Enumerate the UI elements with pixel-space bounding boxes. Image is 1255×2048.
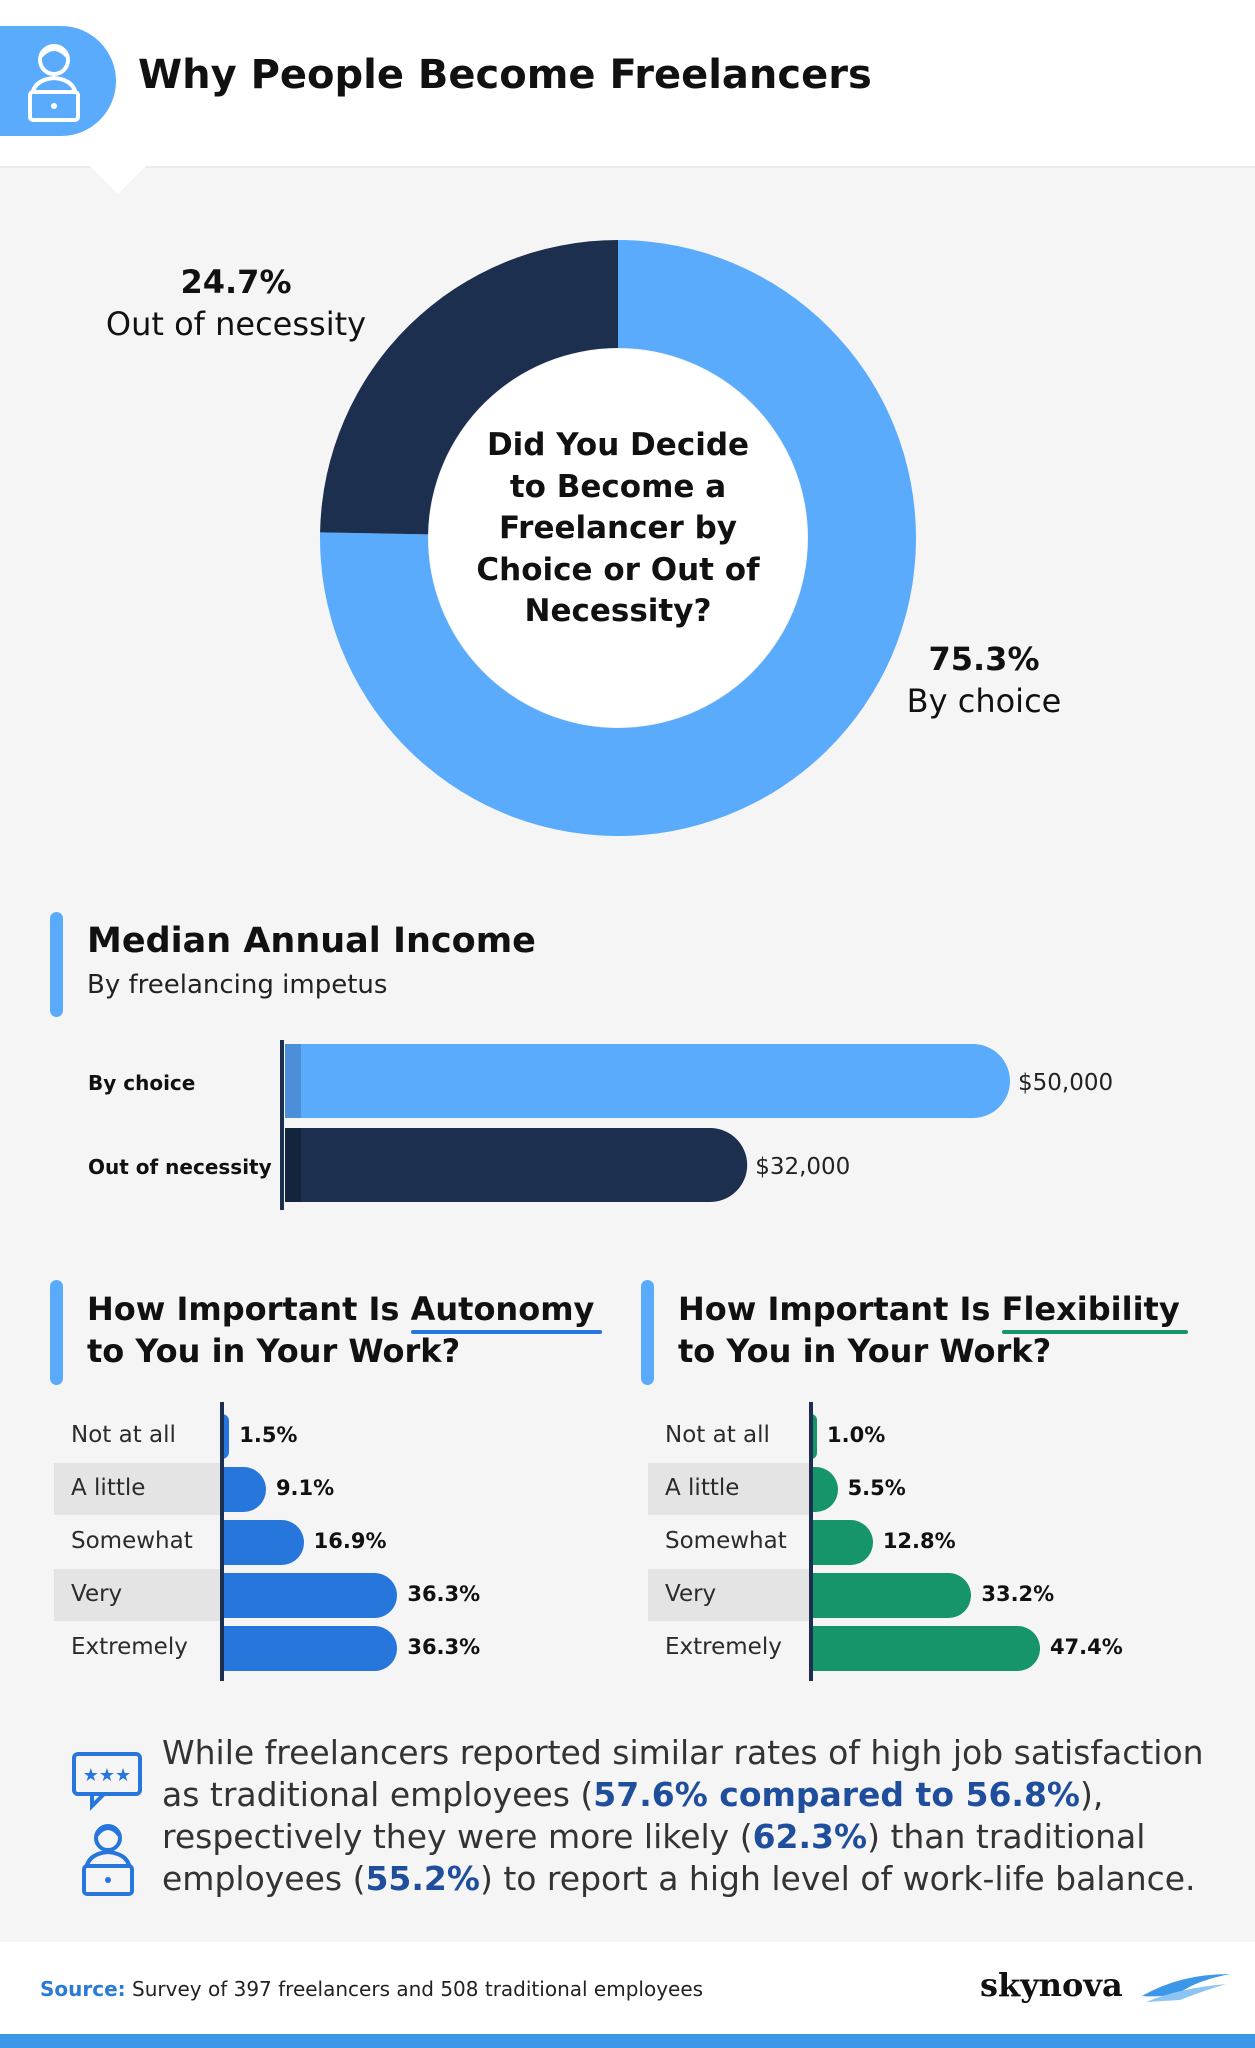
row-band	[54, 1569, 220, 1621]
row-label: Extremely	[71, 1634, 188, 1660]
autonomy-title-pre: How Important Is	[87, 1290, 411, 1328]
footer-strip	[0, 2034, 1255, 2048]
note-text: ) than traditional employees (	[162, 1817, 1146, 1898]
row-value: 1.5%	[239, 1423, 298, 1447]
row-label: A little	[665, 1475, 740, 1501]
donut-center-line: Choice or Out of	[476, 551, 760, 588]
row-label: A little	[71, 1475, 146, 1501]
necessity-label: 24.7% Out of necessity	[104, 261, 368, 345]
row-label: Not at all	[665, 1422, 770, 1448]
row-label: Very	[71, 1581, 123, 1607]
row-label: Extremely	[665, 1634, 782, 1660]
row-value: 16.9%	[313, 1529, 387, 1553]
donut-center-line: Necessity?	[524, 593, 712, 629]
source-text: Survey of 397 freelancers and 508 tradit…	[132, 1977, 704, 2001]
donut-hole	[429, 349, 807, 727]
row-band	[648, 1569, 809, 1621]
income-bar-out-of-necessity	[285, 1128, 748, 1202]
importance-bar	[222, 1520, 304, 1565]
rating-review-icon: ★★★	[72, 1752, 142, 1896]
income-bar-chart	[280, 1040, 1010, 1210]
header: Why People Become Freelancers	[0, 0, 1255, 168]
donut-slice-by-choice	[320, 240, 917, 836]
page-title: Why People Become Freelancers	[138, 52, 872, 98]
summary-note: While freelancers reported similar rates…	[162, 1732, 1222, 1900]
row-band	[54, 1463, 220, 1515]
choice-text: By choice	[906, 682, 1062, 720]
importance-bar	[811, 1414, 817, 1459]
header-icon-tab	[0, 26, 116, 136]
freelancer-icon	[28, 44, 80, 122]
header-divider	[0, 166, 1255, 168]
autonomy-accent-bar	[50, 1280, 63, 1385]
row-label: Somewhat	[71, 1528, 193, 1554]
row-value: 9.1%	[275, 1476, 335, 1500]
donut-center-line: to Become a	[509, 468, 727, 505]
income-bar-by-choice	[285, 1044, 1010, 1118]
row-band	[648, 1463, 809, 1515]
brand-swoosh-icon	[1142, 1974, 1230, 2002]
income-value-necessity: $32,000	[755, 1154, 851, 1180]
income-value-choice: $50,000	[1018, 1070, 1114, 1096]
income-title: Median Annual Income	[87, 921, 536, 961]
note-text: ) to report a high level of work-life ba…	[479, 1859, 1196, 1898]
flexibility-title-keyword: Flexibility	[1001, 1290, 1188, 1334]
importance-bar	[811, 1467, 838, 1512]
footer	[0, 1942, 1255, 2034]
note-text: ), respectively they were more likely (	[162, 1775, 1104, 1856]
row-value: 36.3%	[407, 1635, 481, 1659]
row-value: 1.0%	[827, 1423, 886, 1447]
autonomy-title-post: to You in Your Work?	[87, 1332, 461, 1370]
importance-bar	[811, 1573, 972, 1618]
necessity-text: Out of necessity	[105, 305, 367, 343]
importance-bar	[811, 1626, 1040, 1671]
chart-axis	[220, 1402, 224, 1681]
source-citation: Source: Survey of 397 freelancers and 50…	[40, 1977, 703, 2001]
donut-center-line: Did You Decide	[486, 427, 750, 463]
row-label: Somewhat	[665, 1528, 787, 1554]
flexibility-title-post: to You in Your Work?	[678, 1332, 1052, 1370]
income-bar-base	[285, 1128, 301, 1202]
note-highlight: 55.2%	[365, 1859, 480, 1898]
svg-text:★★★: ★★★	[83, 1765, 131, 1786]
importance-bar	[222, 1467, 266, 1512]
income-subtitle: By freelancing impetus	[87, 970, 388, 1000]
donut-center-line: Freelancer by	[498, 510, 738, 546]
importance-bar	[222, 1414, 230, 1459]
row-value: 12.8%	[882, 1529, 956, 1553]
note-highlight: 62.3%	[752, 1817, 868, 1856]
income-label-choice: By choice	[88, 1071, 196, 1095]
note-text: While freelancers reported similar rates…	[162, 1733, 1204, 1814]
note-highlight: 57.6% compared to 56.8%	[593, 1775, 1080, 1814]
row-value: 36.3%	[407, 1582, 481, 1606]
row-label: Very	[665, 1581, 717, 1607]
brand-name: skynova	[980, 1966, 1123, 2004]
necessity-pct: 24.7%	[180, 263, 292, 301]
row-value: 47.4%	[1049, 1635, 1123, 1659]
row-value: 5.5%	[847, 1476, 906, 1500]
donut-chart	[320, 240, 917, 836]
choice-pct: 75.3%	[928, 640, 1040, 678]
income-accent-bar	[50, 912, 63, 1017]
income-bar-base	[285, 1044, 301, 1118]
importance-bar	[222, 1573, 398, 1618]
income-label-necessity: Out of necessity	[88, 1155, 272, 1179]
donut-slice-out-of-necessity	[320, 240, 618, 535]
flexibility-title-pre: How Important Is	[678, 1290, 1002, 1328]
autonomy-title: How Important Is Autonomy to You in Your…	[87, 1288, 607, 1372]
flexibility-accent-bar	[641, 1280, 654, 1385]
source-label: Source:	[40, 1977, 126, 2001]
importance-bar	[222, 1626, 398, 1671]
importance-bar	[811, 1520, 873, 1565]
flexibility-title: How Important Is Flexibility to You in Y…	[678, 1288, 1198, 1372]
brand-logo: skynova	[980, 1966, 1123, 2004]
chart-axis	[809, 1402, 813, 1681]
row-label: Not at all	[71, 1422, 176, 1448]
donut-center-text: Did You Decide to Become a Freelancer by…	[468, 425, 768, 633]
income-axis	[280, 1040, 284, 1210]
autonomy-title-keyword: Autonomy	[410, 1290, 603, 1334]
row-value: 33.2%	[981, 1582, 1055, 1606]
choice-label: 75.3% By choice	[904, 638, 1064, 722]
header-pointer	[90, 166, 146, 194]
